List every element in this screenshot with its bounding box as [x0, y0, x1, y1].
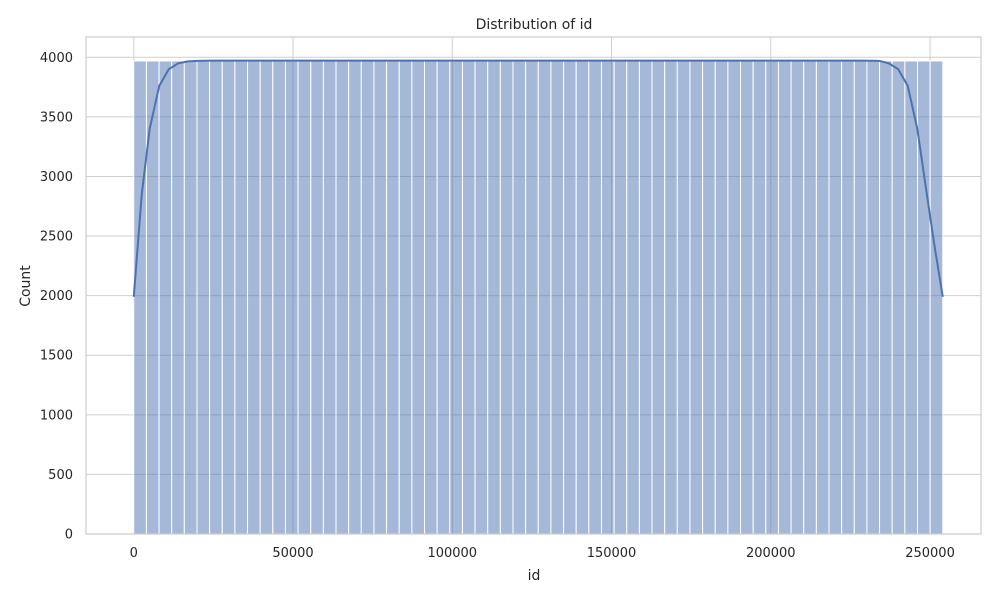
histogram-bar-11 — [272, 60, 286, 535]
histogram-bar-7 — [221, 60, 236, 535]
y-tick-label-6: 3000 — [40, 170, 73, 185]
x-axis-label: id — [528, 568, 541, 584]
x-tick-label-5: 250000 — [905, 546, 955, 561]
y-tick-label-5: 2500 — [40, 230, 73, 245]
histogram-bar-53 — [803, 60, 817, 535]
histogram-bar-58 — [866, 60, 881, 535]
histogram-bar-31 — [525, 60, 539, 535]
histogram-bar-21 — [398, 60, 413, 535]
histogram-bar-15 — [322, 60, 337, 535]
x-tick-label-0: 0 — [130, 546, 138, 561]
y-axis-label: Count — [18, 265, 34, 307]
histogram-bar-44 — [689, 60, 704, 535]
histogram-bar-62 — [916, 60, 931, 535]
y-tick-labels: 0 500 1000 1500 2000 2500 3000 3500 4000 — [40, 51, 73, 543]
plot-frame — [85, 36, 982, 535]
x-tick-label-4: 200000 — [746, 546, 796, 561]
histogram-bar-43 — [676, 60, 691, 535]
histogram-bar-28 — [487, 60, 501, 535]
histogram-bar-47 — [727, 60, 742, 535]
histogram-bar-52 — [790, 60, 805, 535]
histogram-bar-33 — [550, 60, 565, 535]
y-tick-label-7: 3500 — [40, 110, 73, 125]
histogram-bar-49 — [752, 60, 767, 535]
histogram-bar-13 — [297, 60, 312, 535]
histogram-bar-61 — [904, 60, 918, 535]
histogram-bar-41 — [651, 60, 666, 535]
histogram-bar-23 — [424, 60, 438, 535]
histogram-bar-17 — [348, 60, 362, 535]
histogram-bar-48 — [740, 60, 754, 535]
histogram-bar-27 — [474, 60, 489, 535]
histogram-bar-6 — [209, 60, 223, 535]
histogram-bar-9 — [247, 60, 261, 535]
x-tick-label-1: 50000 — [272, 546, 313, 561]
histogram-bar-54 — [815, 60, 830, 535]
histogram-bar-34 — [563, 60, 577, 535]
x-tick-label-2: 100000 — [427, 546, 477, 561]
histogram-bar-42 — [664, 60, 678, 535]
x-tick-labels: 0 50000 100000 150000 200000 250000 — [130, 546, 955, 561]
histogram-bar-18 — [360, 60, 375, 535]
y-tick-label-0: 0 — [65, 528, 73, 543]
histogram-bar-12 — [284, 60, 299, 535]
histogram-bar-5 — [196, 60, 211, 535]
kde-curve-group — [132, 59, 944, 297]
histogram-bar-37 — [600, 60, 615, 535]
histogram-bar-29 — [499, 60, 514, 535]
histogram-bar-50 — [765, 60, 779, 535]
histogram-bar-0 — [133, 60, 147, 535]
x-tick-label-3: 150000 — [587, 546, 637, 561]
histogram-bar-63 — [929, 60, 944, 535]
histogram-bar-51 — [777, 60, 792, 535]
histogram-bar-40 — [638, 60, 653, 535]
kde-curve — [132, 59, 944, 297]
chart-title: Distribution of id — [476, 17, 593, 33]
histogram-bar-3 — [171, 60, 185, 535]
y-tick-label-1: 500 — [48, 468, 73, 483]
histogram-bar-55 — [828, 60, 843, 535]
y-tick-label-4: 2000 — [40, 289, 73, 304]
histogram-bar-45 — [702, 60, 716, 535]
histogram-bar-25 — [449, 60, 463, 535]
histogram-bar-57 — [853, 60, 868, 535]
histogram-bar-60 — [891, 60, 906, 535]
y-tick-label-8: 4000 — [40, 51, 73, 66]
histogram-bars — [133, 60, 944, 535]
histogram-bar-30 — [512, 60, 527, 535]
histogram-bar-35 — [575, 60, 590, 535]
histogram-bar-38 — [613, 60, 628, 535]
histogram-bar-36 — [588, 60, 602, 535]
histogram-bar-22 — [411, 60, 426, 535]
histogram-bar-59 — [879, 60, 893, 535]
histogram-bar-26 — [461, 60, 476, 535]
histogram-bar-4 — [183, 60, 198, 535]
y-tick-label-3: 1500 — [40, 349, 73, 364]
histogram-bar-2 — [158, 60, 173, 535]
histogram-bar-8 — [234, 60, 249, 535]
histogram-bar-16 — [335, 60, 350, 535]
histogram-bar-20 — [386, 60, 400, 535]
histogram-bar-39 — [626, 60, 640, 535]
histogram-bar-19 — [373, 60, 388, 535]
histogram-bar-56 — [841, 60, 855, 535]
histogram-bar-24 — [436, 60, 451, 535]
histogram-bar-14 — [310, 60, 324, 535]
y-tick-label-2: 1000 — [40, 408, 73, 423]
histogram-bar-10 — [259, 60, 274, 535]
histogram-bar-46 — [714, 60, 729, 535]
histogram-bar-32 — [537, 60, 552, 535]
